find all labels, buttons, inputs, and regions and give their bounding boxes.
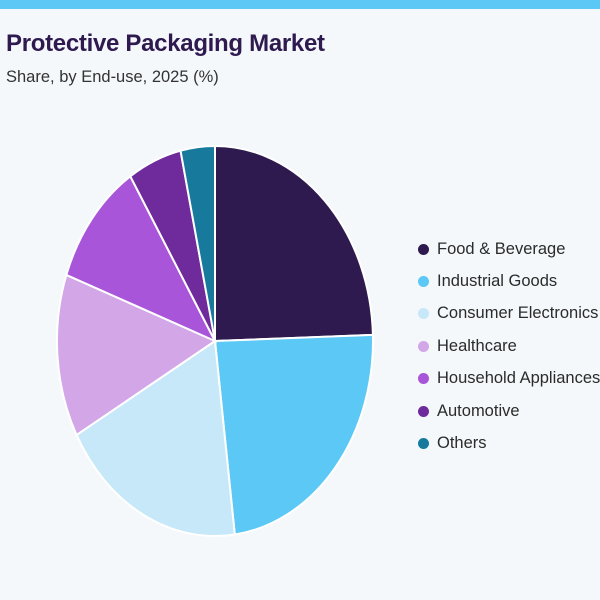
legend-item: Industrial Goods [418, 265, 600, 297]
legend-item: Food & Beverage [418, 233, 600, 265]
legend-swatch-icon [418, 243, 429, 255]
legend-label: Consumer Electronics [437, 304, 599, 323]
legend-swatch-icon [418, 276, 429, 288]
legend-label: Industrial Goods [437, 272, 558, 291]
legend-item: Healthcare [418, 330, 600, 362]
legend-label: Food & Beverage [437, 239, 566, 258]
legend-label: Automotive [437, 401, 520, 420]
chart-title: Protective Packaging Market [6, 30, 325, 57]
legend-item: Household Appliances [418, 363, 600, 395]
pie-slice-industrial-goods [213, 333, 374, 536]
pie-slice-others [179, 144, 216, 342]
legend-swatch-icon [418, 373, 429, 385]
legend-swatch-icon [418, 340, 429, 352]
pie-slice-healthcare [56, 273, 218, 437]
legend-swatch-icon [418, 308, 429, 320]
legend-label: Household Appliances [437, 369, 600, 388]
legend-swatch-icon [418, 405, 429, 417]
pie-slices [56, 144, 374, 537]
legend-swatch-icon [418, 438, 429, 450]
legend-label: Others [437, 434, 487, 453]
chart-legend: Food & Beverage Industrial Goods Consumer … [418, 233, 600, 460]
legend-item: Others [418, 427, 600, 459]
pie-slice-food-beverage [214, 144, 374, 343]
pie-slice-household-appliances [65, 174, 218, 344]
top-accent-bar [0, 0, 600, 9]
pie-slice-consumer-electronics [75, 339, 236, 537]
legend-item: Consumer Electronics [418, 298, 600, 330]
chart-subtitle: Share, by End-use, 2025 (%) [6, 68, 219, 86]
legend-item: Automotive [418, 395, 600, 427]
legend-label: Healthcare [437, 336, 517, 355]
